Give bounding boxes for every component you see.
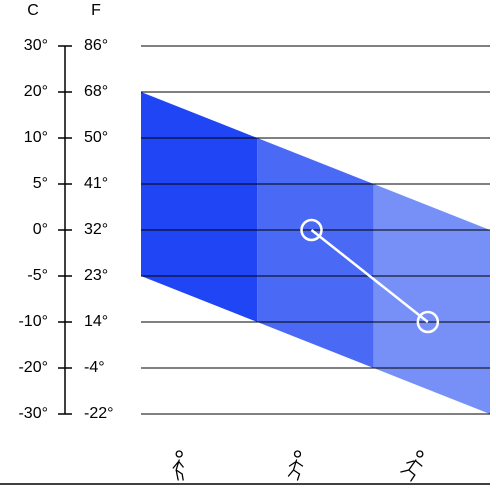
activity-icon (287, 450, 304, 481)
temperature-band (373, 184, 490, 414)
point (300, 218, 323, 242)
y2-tick-label: 23° (84, 267, 108, 284)
y2-tick-label: 41° (84, 175, 108, 192)
temperature-band (257, 138, 374, 368)
activity-icon (400, 450, 424, 482)
point-line (310, 229, 429, 323)
y2-tick-label: 86° (84, 37, 108, 54)
y-tick-label: 30° (24, 37, 48, 54)
y-tick-label: 5° (33, 175, 48, 192)
temperature-band (141, 92, 258, 322)
y2-tick-label: 50° (84, 129, 108, 146)
y2-tick-label: -22° (84, 405, 114, 422)
y-tick-label: 0° (33, 221, 48, 238)
activity-icon (172, 450, 184, 481)
y-tick-label: -5° (27, 267, 48, 284)
y2-tick-label: 14° (84, 313, 108, 330)
y-tick-label: 10° (24, 129, 48, 146)
y-tick-label: -30° (18, 405, 48, 422)
y-tick-label: -20° (18, 359, 48, 376)
y2-tick-label: -4° (84, 359, 105, 376)
y2-tick-label: 68° (84, 83, 108, 100)
point (416, 310, 440, 334)
axis-title: F (91, 2, 101, 19)
y-tick-label: 20° (24, 83, 48, 100)
axis-title: C (27, 2, 39, 19)
y-tick-label: -10° (18, 313, 48, 330)
y2-tick-label: 32° (84, 221, 108, 238)
